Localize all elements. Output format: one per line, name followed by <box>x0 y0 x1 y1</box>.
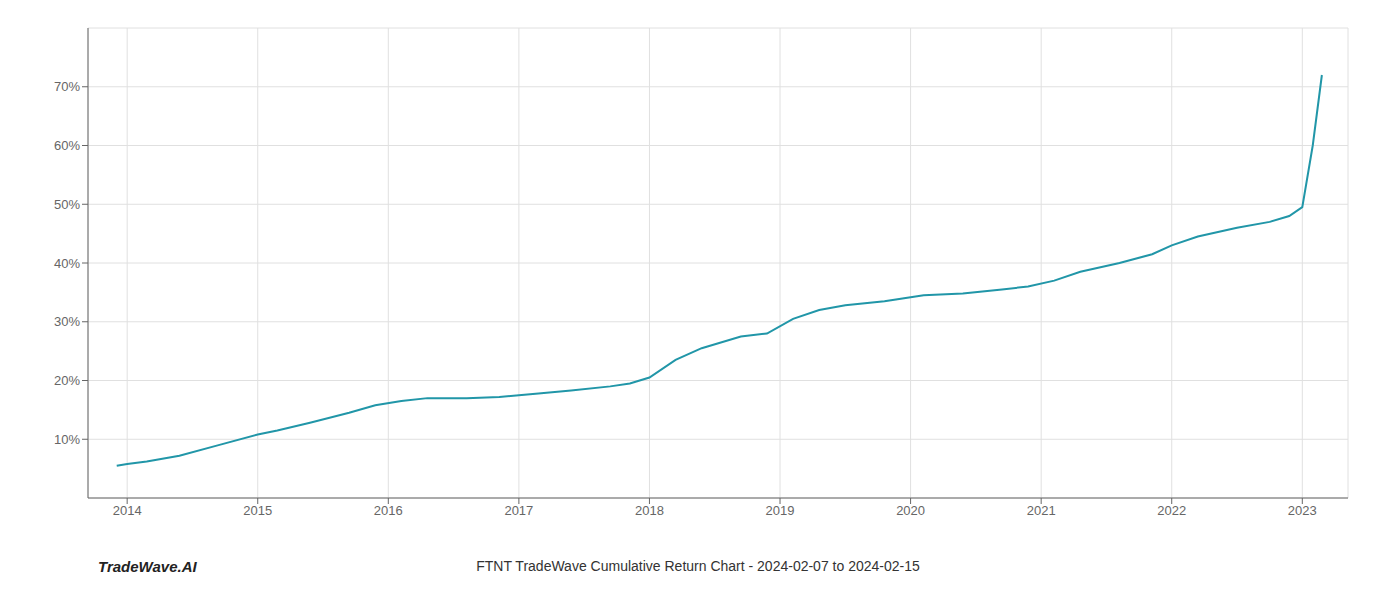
svg-text:70%: 70% <box>54 79 80 94</box>
svg-text:2016: 2016 <box>374 503 403 518</box>
svg-text:2014: 2014 <box>113 503 142 518</box>
svg-text:60%: 60% <box>54 138 80 153</box>
svg-text:2019: 2019 <box>766 503 795 518</box>
svg-text:2021: 2021 <box>1027 503 1056 518</box>
svg-text:2015: 2015 <box>243 503 272 518</box>
svg-text:2022: 2022 <box>1157 503 1186 518</box>
svg-text:10%: 10% <box>54 432 80 447</box>
svg-text:2020: 2020 <box>896 503 925 518</box>
html-text:FTNT TradeWave Cumulative Retu: FTNT TradeWave Cumulative Return Chart -… <box>476 558 920 574</box>
svg-text:50%: 50% <box>54 197 80 212</box>
svg-text:20%: 20% <box>54 373 80 388</box>
svg-text:2023: 2023 <box>1288 503 1317 518</box>
svg-text:30%: 30% <box>54 314 80 329</box>
svg-text:2017: 2017 <box>504 503 533 518</box>
svg-text:40%: 40% <box>54 256 80 271</box>
html-text:TradeWave.AI: TradeWave.AI <box>98 558 197 575</box>
svg-text:2018: 2018 <box>635 503 664 518</box>
